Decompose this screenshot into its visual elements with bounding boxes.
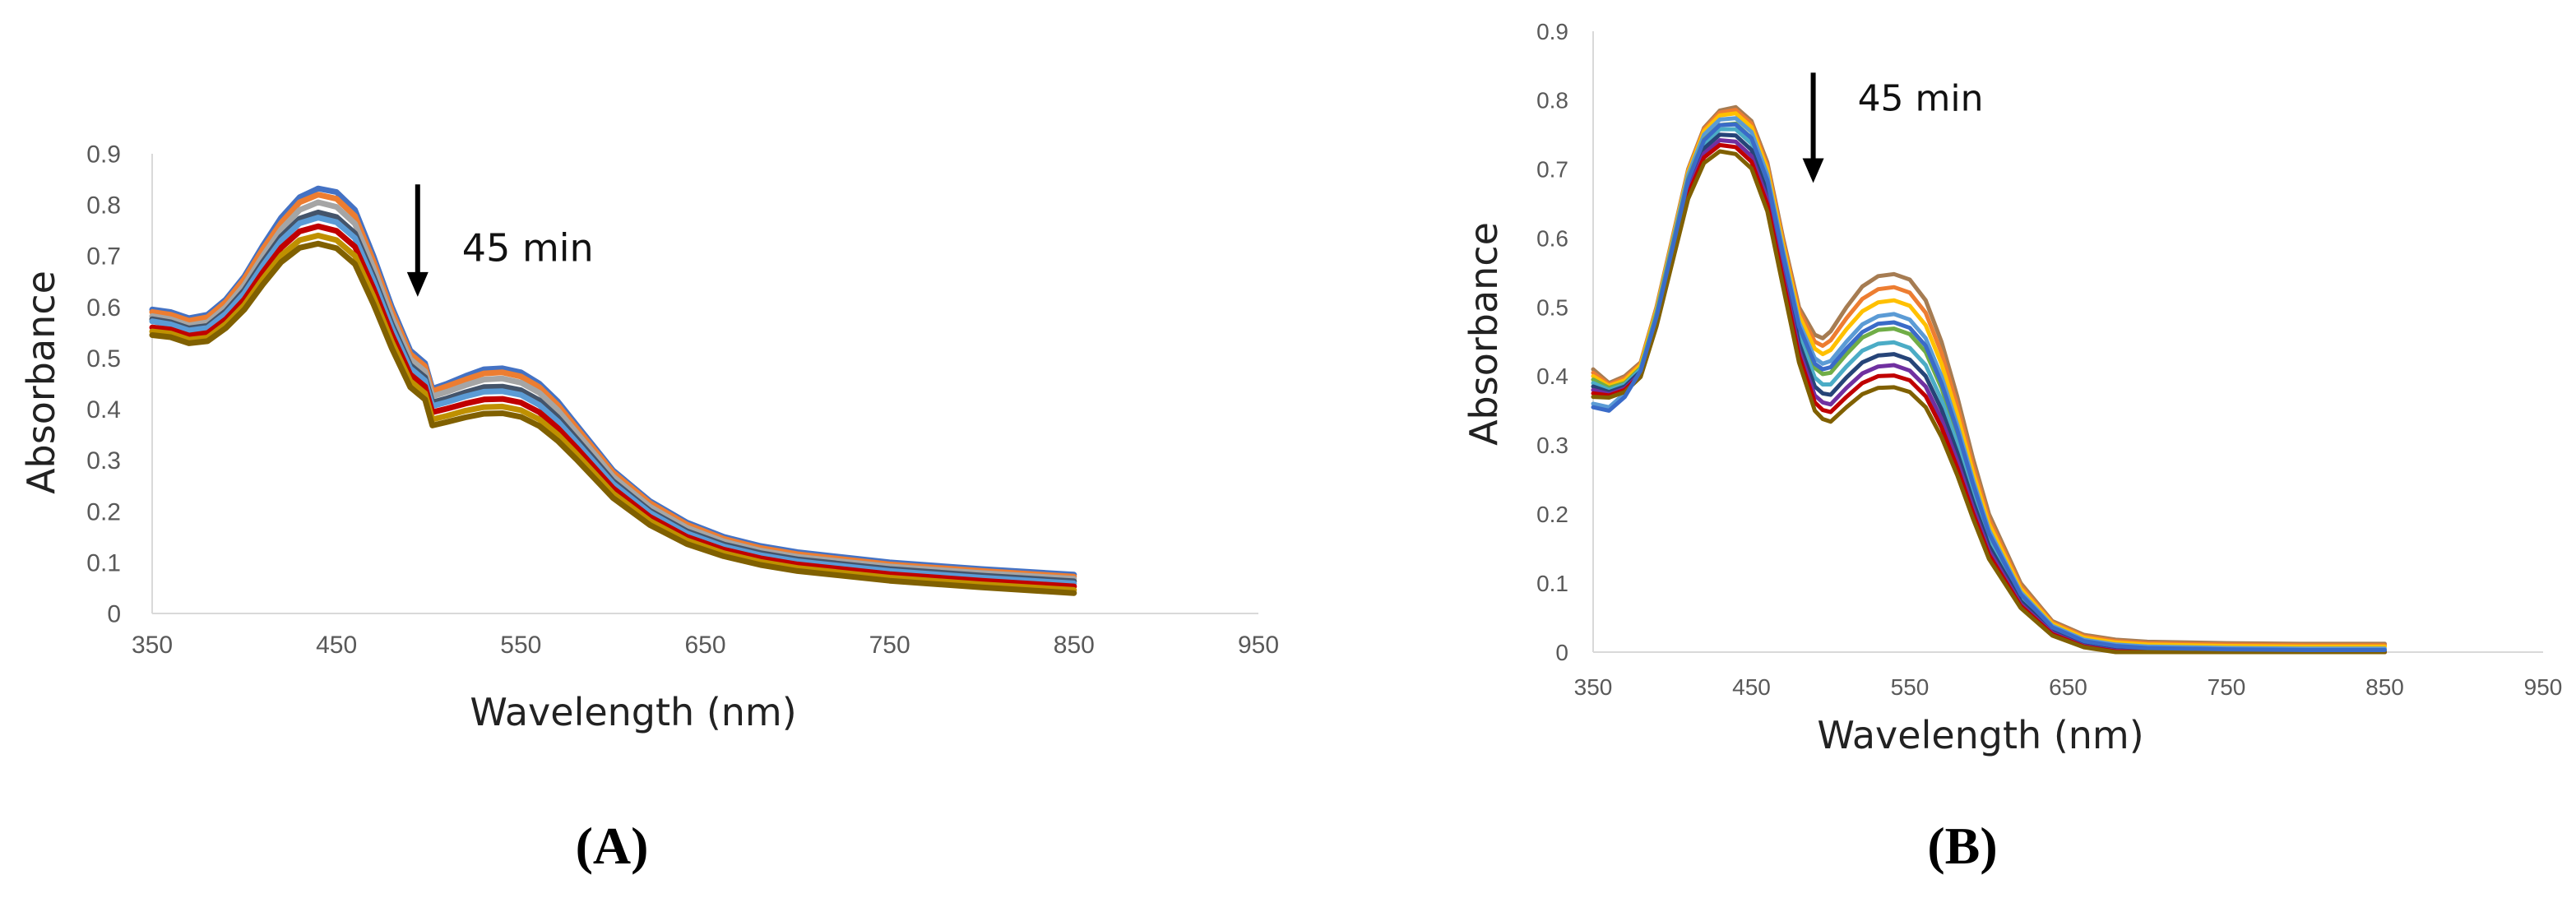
chart-a-y-tick-label: 0.7 [86,243,121,271]
chart-a-series-line-8 [149,240,1077,596]
chart-b-x-tick-label: 750 [2208,674,2246,700]
chart-a-annotation: 45 min [406,184,594,297]
chart-a-x-axis-label: Wavelength (nm) [470,690,796,734]
chart-b-x-tick-label: 350 [1574,674,1613,700]
chart-a-y-tick-label: 0.2 [86,498,121,525]
chart-a-y-tick-label: 0.6 [86,294,121,322]
chart-a-x-tick-label: 550 [500,632,541,659]
chart-a-x-tick-label: 350 [132,632,173,659]
chart-a-y-tick-label: 0.9 [86,141,121,169]
chart-a-y-tick-label: 0 [107,601,121,628]
chart-b-y-tick-label: 0.7 [1536,157,1568,183]
chart-b-x-tick-label: 550 [1891,674,1930,700]
chart-b-x-tick-label: 950 [2524,674,2563,700]
chart-panel-a: 0 0.1 0.2 0.3 0.4 0.5 0.6 0.7 0.8 0.9 350 450 550 650… [19,141,1279,876]
chart-b-annotation-text: 45 min [1858,77,1984,119]
chart-a-y-tick-label: 0.5 [86,345,121,373]
panel-label-a: (A) [576,817,649,875]
chart-b-y-tick-label: 0.6 [1536,225,1568,251]
chart-a-series-line-5 [149,215,1077,586]
chart-a-x-tick-label: 450 [316,632,357,659]
chart-b-y-tick-label: 0.1 [1536,571,1568,596]
chart-a-arrow-head [406,271,429,297]
chart-b-y-tick-label: 0.3 [1536,433,1568,458]
chart-a-x-tick-label: 650 [684,632,725,659]
chart-b-x-tick-label: 850 [2365,674,2404,700]
chart-a-annotation-text: 45 min [462,225,594,270]
chart-a-x-tick-label: 750 [869,632,910,659]
chart-a-x-tick-label: 850 [1054,632,1095,659]
chart-a-series-line-3 [149,199,1077,582]
chart-a-tick-labels: 0 0.1 0.2 0.3 0.4 0.5 0.6 0.7 0.8 0.9 350 450 550 650… [86,141,1279,660]
chart-a-y-tick-label: 0.1 [86,549,121,576]
chart-b-series-line-11 [1591,122,2387,652]
chart-b-y-tick-label: 0.2 [1536,502,1568,527]
chart-b-y-tick-label: 0.5 [1536,294,1568,320]
chart-a-y-tick-label: 0.8 [86,192,121,220]
chart-b-tick-labels: 0 0.1 0.2 0.3 0.4 0.5 0.6 0.7 0.8 0.9 350 450 550 650… [1536,19,2562,700]
chart-a-series-line-7 [149,232,1077,593]
chart-a-series-group [149,185,1077,596]
chart-b-y-tick-label: 0.8 [1536,88,1568,113]
chart-b-x-axis-label: Wavelength (nm) [1817,713,2143,757]
chart-panel-b: 0 0.1 0.2 0.3 0.4 0.5 0.6 0.7 0.8 0.9 350 450 550 650… [1462,19,2562,875]
chart-b-series-group [1591,104,2387,655]
chart-a-series-line-6 [149,223,1077,590]
chart-a-y-axis-label: Absorbance [19,271,63,494]
chart-b-y-tick-label: 0 [1555,640,1568,665]
chart-b-y-tick-label: 0.9 [1536,19,1568,44]
chart-a-y-tick-label: 0.3 [86,447,121,474]
chart-b-arrow-head [1802,158,1824,183]
chart-b-x-tick-label: 650 [2049,674,2087,700]
chart-b-y-tick-label: 0.4 [1536,363,1568,389]
chart-a-y-tick-label: 0.4 [86,396,121,424]
chart-a-x-tick-label: 950 [1238,632,1279,659]
chart-b-y-axis-label: Absorbance [1462,222,1506,446]
chart-b-annotation: 45 min [1802,72,1984,183]
chart-b-x-tick-label: 450 [1732,674,1771,700]
chart-b-series-line-10 [1591,149,2387,655]
panel-label-b: (B) [1927,817,1997,875]
